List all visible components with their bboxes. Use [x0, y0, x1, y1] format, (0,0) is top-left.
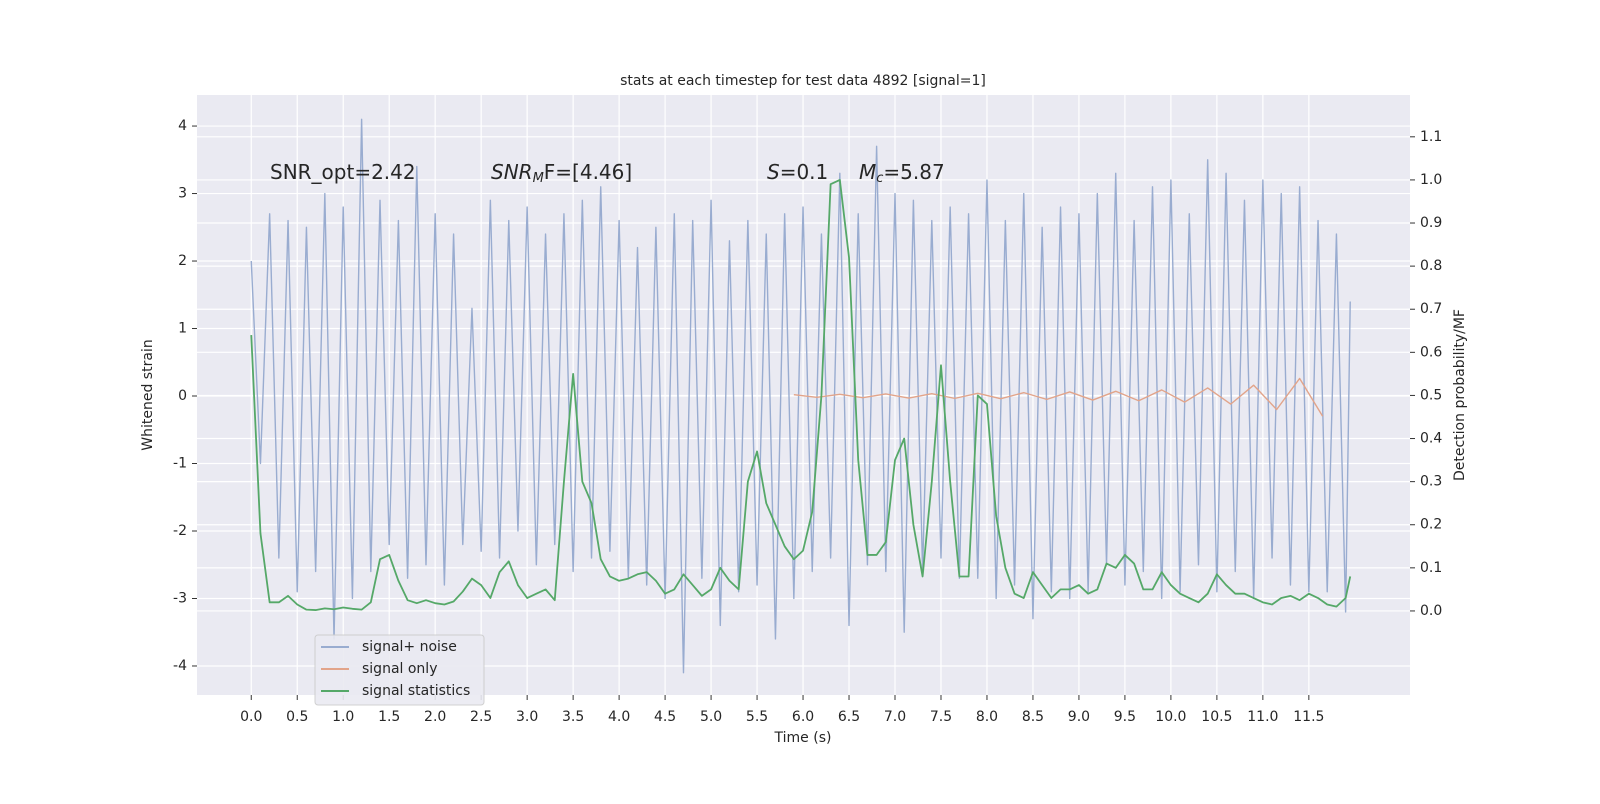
legend: signal+ noise signal only signal statistic…	[314, 634, 485, 706]
y-axis-label: Whitened strain	[140, 339, 156, 450]
series-line	[793, 377, 1324, 417]
x-tick-label: 4.5	[654, 709, 676, 725]
x-tick-label: 8.5	[1022, 709, 1044, 725]
x-tick-label: 1.0	[332, 709, 354, 725]
annotation: S=0.1	[767, 160, 828, 184]
annotation-part: F=[4.46]	[544, 160, 632, 184]
y2-tick-label: 1.1	[1420, 129, 1442, 145]
x-tick-label: 6.0	[792, 709, 814, 725]
y2-tick-label: 0.0	[1420, 603, 1442, 619]
x-tick-label: 7.5	[930, 709, 952, 725]
y-tick-label: -2	[173, 523, 187, 539]
y2-tick-label: 0.2	[1420, 517, 1442, 533]
legend-label: signal only	[362, 661, 437, 677]
x-tick-label: 0.5	[286, 709, 308, 725]
y2-axis-label: Detection probability/MF	[1452, 309, 1468, 481]
x-tick-label: 8.0	[976, 709, 998, 725]
legend-label: signal statistics	[362, 683, 470, 699]
x-tick-label: 5.0	[700, 709, 722, 725]
x-tick-label: 2.5	[470, 709, 492, 725]
series-line	[250, 118, 1351, 674]
chart-title: stats at each timestep for test data 489…	[620, 73, 986, 89]
x-tick-label: 3.0	[516, 709, 538, 725]
annotation-part: =0.1	[780, 160, 829, 184]
y2-tick-label: 0.1	[1420, 560, 1442, 576]
x-axis-label: Time (s)	[774, 730, 832, 746]
y2-tick-label: 0.9	[1420, 215, 1442, 231]
y2-tick-label: 0.6	[1420, 344, 1442, 360]
y-tick-label: 2	[178, 253, 187, 269]
annotation: SNR_opt=2.42	[270, 160, 416, 184]
x-tick-label: 11.0	[1247, 709, 1278, 725]
annotation-part: M	[859, 160, 876, 184]
x-tick-label: 1.5	[378, 709, 400, 725]
y2-tick-label: 0.5	[1420, 387, 1442, 403]
marks	[250, 118, 1352, 674]
y2-tick-label: 0.7	[1420, 301, 1442, 317]
annotation-part: S	[767, 160, 780, 184]
x-tick-label: 11.5	[1293, 709, 1324, 725]
annotation-part: M	[533, 171, 544, 186]
x-tick-label: 0.0	[240, 709, 262, 725]
annotation-part: c	[876, 171, 883, 186]
y2-tick-label: 0.3	[1420, 474, 1442, 490]
y-tick-label: 1	[178, 321, 187, 337]
x-tick-label: 5.5	[746, 709, 768, 725]
x-tick-label: 9.5	[1114, 709, 1136, 725]
y-tick-label: 4	[178, 118, 187, 134]
legend-label: signal+ noise	[362, 639, 457, 655]
x-tick-label: 6.5	[838, 709, 860, 725]
annotation: Mc=5.87	[859, 160, 945, 186]
y2-tick-label: 0.8	[1420, 258, 1442, 274]
x-tick-label: 10.5	[1201, 709, 1232, 725]
annotation: SNRMF=[4.46]	[491, 160, 632, 186]
x-tick-label: 2.0	[424, 709, 446, 725]
legend-box	[314, 634, 485, 706]
y-tick-label: -3	[173, 590, 187, 606]
annotation-part: SNR	[491, 160, 533, 184]
x-tick-label: 10.0	[1155, 709, 1186, 725]
annotation-part: SNR_opt=2.42	[270, 160, 416, 184]
series-line	[250, 179, 1352, 611]
y2-tick-label: 0.4	[1420, 431, 1442, 447]
x-tick-label: 7.0	[884, 709, 906, 725]
y-tick-label: -4	[173, 658, 187, 674]
y2-tick-label: 1.0	[1420, 172, 1442, 188]
x-tick-label: 9.0	[1068, 709, 1090, 725]
annotation-part: =5.87	[883, 160, 944, 184]
axes: 0.0 0.5 1.0 1.5 2.0 2.5 3.0 3.5 4.0 4.5 5.0 5.5 6.0 6…	[173, 118, 1442, 725]
y-tick-label: 0	[178, 388, 187, 404]
y-tick-label: -1	[173, 456, 187, 472]
x-tick-label: 4.0	[608, 709, 630, 725]
x-tick-label: 3.5	[562, 709, 584, 725]
y-tick-label: 3	[178, 186, 187, 202]
